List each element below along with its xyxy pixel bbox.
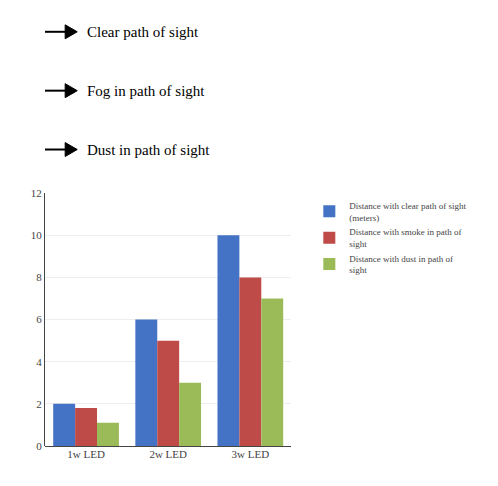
svg-text:Distance with clear path of si: Distance with clear path of sight(meters… xyxy=(349,201,466,223)
svg-text:6: 6 xyxy=(36,313,42,325)
svg-text:12: 12 xyxy=(31,187,42,199)
svg-text:4: 4 xyxy=(36,356,42,368)
svg-text:0: 0 xyxy=(36,440,42,452)
svg-text:Distance with dust in path ofs: Distance with dust in path ofsight xyxy=(349,254,453,276)
svg-text:Dust in path of sight: Dust in path of sight xyxy=(87,142,210,158)
svg-text:3w LED: 3w LED xyxy=(232,448,270,460)
svg-text:Distance with smoke in path of: Distance with smoke in path ofsight xyxy=(349,227,461,249)
svg-text:2w LED: 2w LED xyxy=(149,448,187,460)
svg-text:Clear path of sight: Clear path of sight xyxy=(87,24,199,40)
svg-text:8: 8 xyxy=(36,271,42,283)
svg-text:1w LED: 1w LED xyxy=(67,448,105,460)
svg-text:2: 2 xyxy=(36,398,42,410)
svg-text:10: 10 xyxy=(31,229,43,241)
svg-text:Fog in path of sight: Fog in path of sight xyxy=(87,83,205,99)
